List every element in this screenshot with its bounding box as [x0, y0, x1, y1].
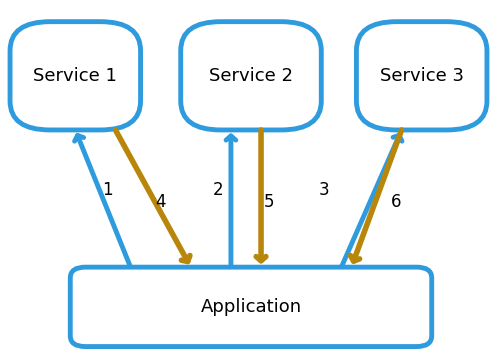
Text: Service 1: Service 1: [33, 67, 117, 85]
Text: Application: Application: [200, 298, 301, 316]
FancyBboxPatch shape: [180, 22, 321, 130]
Text: 4: 4: [155, 193, 165, 211]
Text: Service 2: Service 2: [208, 67, 293, 85]
FancyBboxPatch shape: [70, 267, 431, 347]
Text: 6: 6: [391, 193, 401, 211]
Text: Service 3: Service 3: [379, 67, 463, 85]
Text: 1: 1: [102, 180, 113, 199]
FancyBboxPatch shape: [356, 22, 486, 130]
Text: 2: 2: [212, 180, 223, 199]
Text: 3: 3: [318, 180, 329, 199]
Text: 5: 5: [263, 193, 273, 211]
FancyBboxPatch shape: [10, 22, 140, 130]
